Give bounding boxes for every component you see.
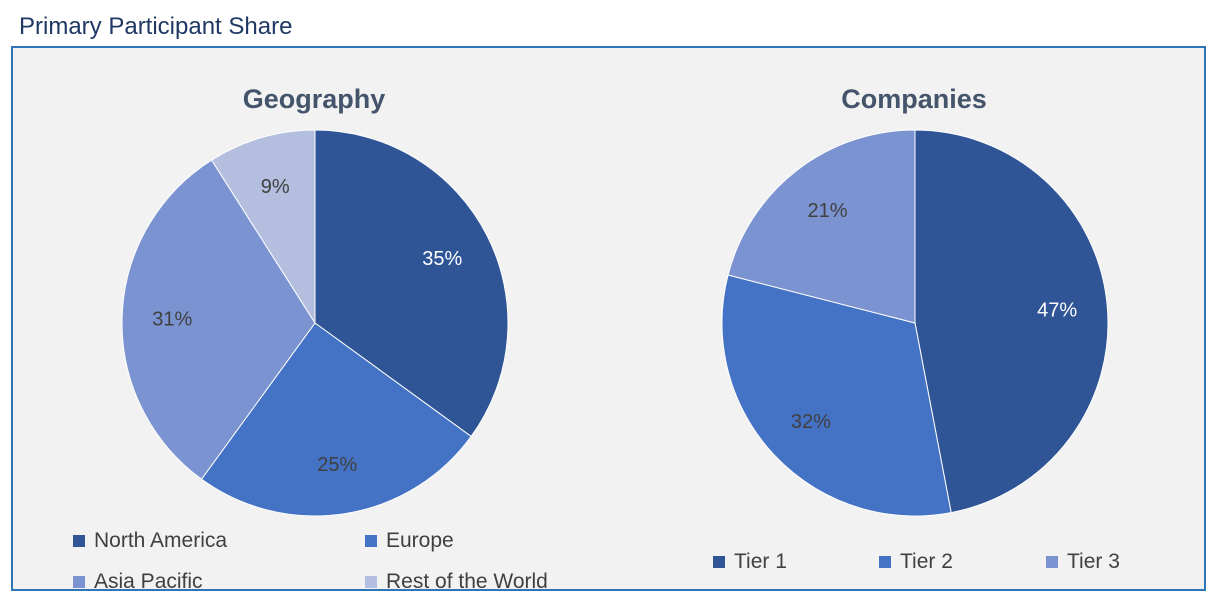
legend-swatch — [73, 535, 85, 547]
companies-slice-tier-3 — [727, 129, 916, 324]
companies-slice-tier-2 — [721, 274, 952, 517]
legend-label: Asia Pacific — [94, 570, 203, 591]
legend-swatch — [365, 535, 377, 547]
legend-swatch — [1046, 556, 1058, 568]
legend-item-north-america: North America — [73, 529, 227, 553]
legend-item-tier-3: Tier 3 — [1046, 550, 1120, 574]
legend-item-tier-1: Tier 1 — [713, 550, 787, 574]
companies-data-label-tier-3: 21% — [807, 200, 847, 222]
geography-chart-title: Geography — [242, 84, 386, 114]
legend-item-asia-pacific: Asia Pacific — [73, 570, 203, 591]
legend-label: Tier 1 — [734, 550, 787, 573]
companies-data-label-tier-1: 47% — [1037, 300, 1077, 322]
companies-slice-tier-1 — [914, 129, 1109, 514]
page-title: Primary Participant Share — [19, 13, 293, 40]
companies-data-label-tier-2: 32% — [791, 411, 831, 433]
legend-swatch — [365, 576, 377, 588]
geography-data-label-north-america: 35% — [422, 248, 462, 270]
legend-label: Europe — [386, 529, 454, 552]
legend-item-europe: Europe — [365, 529, 454, 553]
legend-label: Tier 2 — [900, 550, 953, 573]
legend-swatch — [73, 576, 85, 588]
companies-chart-title: Companies — [841, 84, 987, 114]
legend-label: Rest of the World — [386, 570, 548, 591]
legend-label: North America — [94, 529, 228, 552]
legend-swatch — [713, 556, 725, 568]
geography-data-label-asia-pacific: 31% — [152, 309, 192, 331]
geography-slice-asia-pacific — [121, 159, 316, 480]
geography-slice-europe — [200, 322, 472, 517]
legend-item-rest-of-the-world: Rest of the World — [365, 570, 548, 591]
legend-label: Tier 3 — [1067, 550, 1120, 573]
geography-data-label-europe: 25% — [317, 454, 357, 476]
geography-slice-north-america — [314, 129, 509, 438]
pie-charts-canvas: 35% 25% 31% 9% 47% 32% 21% — [121, 129, 1109, 517]
legend-swatch — [879, 556, 891, 568]
chart-frame: 35% 25% 31% 9% 47% 32% 21% Geography Companies… — [11, 46, 1206, 591]
geography-data-label-rest-of-the-world: 9% — [261, 176, 290, 198]
geography-slice-rest-of-the-world — [210, 129, 316, 325]
legend-item-tier-2: Tier 2 — [879, 550, 953, 574]
